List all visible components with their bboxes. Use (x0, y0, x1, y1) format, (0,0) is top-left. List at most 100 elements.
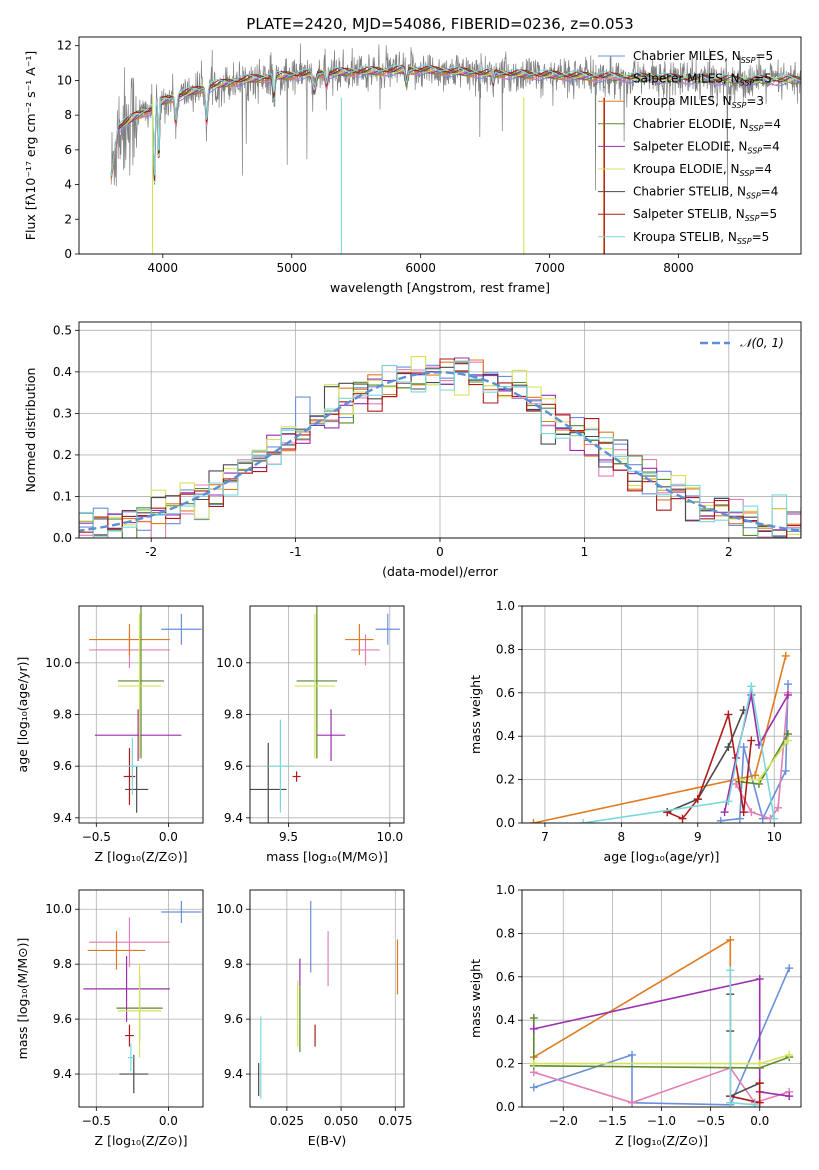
x-axis-label: Z [log₁₀(Z/Z⊙)] (95, 1133, 188, 1148)
y-tick-label: 9.6 (224, 1012, 243, 1026)
weight-line (533, 978, 790, 1097)
plot-frame (521, 605, 802, 824)
x-tick-label: 8 (618, 830, 626, 844)
y-tick-label: 0.3 (53, 406, 72, 420)
legend-nssp: =5 (759, 207, 777, 221)
legend-subscript: SSP (732, 101, 747, 110)
y-tick-label: 0.4 (496, 729, 515, 743)
legend-nssp: =5 (755, 49, 773, 63)
age_vs_Z-panel: −0.5 0.0 9.4 9.6 9.8 10.0 Z [log₁₀(Z/Z⊙)] age [… (15, 605, 204, 864)
x-tick-label: 0.0 (750, 1114, 769, 1128)
y-tick-label: 10.0 (216, 656, 243, 670)
y-tick-label: 9.6 (224, 759, 243, 773)
spectrum-model-line (110, 65, 801, 178)
weight_vs_age-plot-area (529, 651, 793, 823)
spectrum-legend: Chabrier MILES, NSSP=5 Salpeter MILES, NS… (598, 49, 781, 246)
y-tick-label: 9.4 (224, 1067, 243, 1081)
legend-label: Chabrier ELODIE, NSSP=4 (633, 117, 781, 133)
x-tick-label: 0.050 (324, 1114, 358, 1128)
age_vs_Z-plot-area (89, 606, 202, 813)
y-tick-label: 4 (64, 178, 72, 192)
legend-label: Kroupa ELODIE, NSSP=4 (633, 162, 772, 178)
y-tick-label: 2 (64, 212, 72, 226)
y-axis-label: Normed distribution (23, 368, 38, 493)
x-tick-label: 9 (694, 830, 702, 844)
weight_vs_Z-plot-area (529, 935, 794, 1107)
x-tick-label: −2.0 (549, 1114, 578, 1128)
age_vs_mass-plot-area (250, 606, 400, 823)
x-axis-label: Z [log₁₀(Z/Z⊙)] (95, 849, 188, 864)
plot-frame (521, 889, 802, 1108)
y-axis-label: mass [log₁₀(M/M⊙)] (15, 938, 30, 1060)
spectrum-plot-area (110, 43, 801, 254)
y-tick-label: 10.0 (45, 902, 72, 916)
y-tick-label: 9.4 (53, 811, 72, 825)
x-axis-label: (data-model)/error (382, 564, 499, 579)
legend-subscript: SSP (746, 192, 761, 201)
age_vs_mass-panel: 9.5 10.0 9.4 9.6 9.8 10.0 mass [log₁₀(M/M⊙)] (216, 605, 405, 864)
x-tick-label: 10.0 (376, 830, 403, 844)
legend-label: Kroupa STELIB, NSSP=5 (633, 230, 769, 246)
weight_vs_age-panel: 7 8 9 10 0.0 0.2 0.4 0.6 0.8 1.0 age [log₁₀(age/yr… (468, 599, 802, 864)
y-tick-label: 0.2 (496, 773, 515, 787)
x-tick-label: 6000 (405, 261, 436, 275)
histogram-step (79, 358, 801, 538)
legend-subscript: SSP (741, 56, 756, 65)
legend-nssp: =5 (754, 72, 772, 86)
x-tick-label: 0.025 (270, 1114, 304, 1128)
x-axis-label: Z [log₁₀(Z/Z⊙)] (615, 1133, 708, 1148)
x-tick-label: 8000 (663, 261, 694, 275)
plot-frame (249, 889, 405, 1108)
mass_vs_EBV-plot-area (258, 900, 399, 1099)
y-axis-label: age [log₁₀(age/yr)] (15, 657, 30, 773)
x-tick-label: -2 (145, 545, 157, 559)
normal-curve (79, 371, 801, 532)
plot-frame (78, 321, 802, 539)
y-tick-label: 0.1 (53, 489, 72, 503)
legend-subscript: SSP (737, 237, 752, 246)
y-axis-label: Flux [fλ10⁻¹⁷ erg cm⁻² s⁻¹ A⁻¹] (23, 51, 38, 240)
legend-nssp: =4 (762, 139, 780, 153)
residuals-panel: -2 -1 0 1 2 0.0 0.1 0.2 0.3 0.4 0.5 (data-model)/er… (23, 321, 802, 579)
legend-label: Chabrier MILES, NSSP=5 (633, 49, 773, 65)
x-tick-label: 9.5 (279, 830, 298, 844)
y-tick-label: 9.6 (53, 759, 72, 773)
y-tick-label: 0.2 (53, 448, 72, 462)
x-tick-label: 5000 (276, 261, 307, 275)
x-tick-label: 0 (436, 545, 444, 559)
figure-title: PLATE=2420, MJD=54086, FIBERID=0236, z=0… (246, 15, 633, 33)
mass_vs_Z-panel: −0.5 0.0 9.4 9.6 9.8 10.0 Z [log₁₀(Z/Z⊙)] mass … (15, 889, 204, 1148)
x-tick-label: 0.0 (159, 830, 178, 844)
legend-nssp: =4 (761, 185, 779, 199)
plot-frame (78, 889, 204, 1108)
x-tick-label: 10 (767, 830, 782, 844)
x-tick-label: 0.075 (378, 1114, 412, 1128)
y-tick-label: 9.6 (53, 1012, 72, 1026)
legend-subscript: SSP (745, 214, 760, 223)
y-tick-label: 9.8 (224, 957, 243, 971)
plot-frame (78, 36, 802, 255)
y-tick-label: 0.4 (53, 365, 72, 379)
y-axis-label: mass weight (468, 675, 483, 754)
weight-line (533, 655, 787, 823)
legend-nssp: =4 (754, 162, 772, 176)
weight-line (583, 686, 775, 823)
plot-frame (249, 605, 405, 824)
histogram-step (79, 360, 801, 538)
y-tick-label: 0 (64, 247, 72, 261)
legend-label: Salpeter STELIB, NSSP=5 (633, 207, 777, 223)
legend-label: Salpeter ELODIE, NSSP=4 (633, 139, 780, 155)
x-tick-label: 2 (725, 545, 733, 559)
weight_vs_Z-panel: −2.0 −1.5 −1.0 −0.5 0.0 0.0 0.2 0.4 0.6 0.8 1.0 Z [… (468, 883, 802, 1148)
y-tick-label: 1.0 (496, 599, 515, 613)
weight-line (666, 709, 745, 813)
y-tick-label: 0.6 (496, 970, 515, 984)
x-tick-label: −1.5 (598, 1114, 627, 1128)
y-tick-label: 0.0 (496, 1100, 515, 1114)
x-tick-label: −0.5 (82, 830, 111, 844)
mass_vs_EBV-panel: 0.025 0.050 0.075 9.4 9.6 9.8 10.0 E(B-V) (216, 889, 413, 1148)
legend-label: Salpeter MILES, NSSP=5 (633, 72, 772, 88)
y-tick-label: 8 (64, 108, 72, 122)
x-tick-label: −1.0 (647, 1114, 676, 1128)
